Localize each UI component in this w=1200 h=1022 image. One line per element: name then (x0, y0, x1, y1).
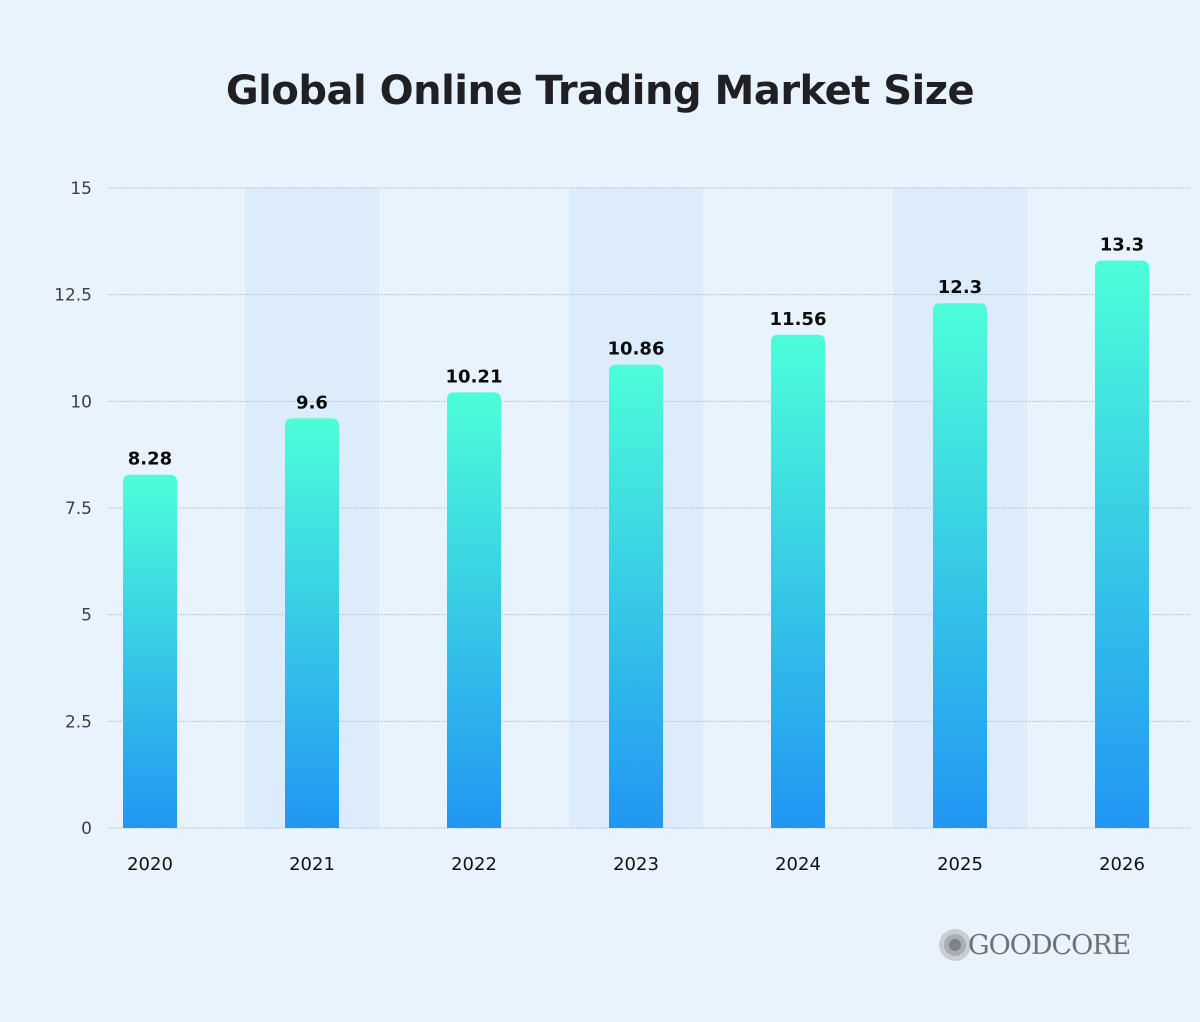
data-label: 10.86 (608, 339, 665, 360)
bar-2023 (609, 364, 663, 828)
x-tick-label: 2024 (775, 854, 821, 875)
data-label: 10.21 (446, 366, 503, 387)
bar-2024 (771, 334, 825, 828)
y-tick-label: 15 (70, 179, 92, 199)
data-label: 11.56 (770, 309, 827, 330)
data-label: 8.28 (128, 449, 172, 470)
x-tick-label: 2023 (613, 854, 659, 875)
data-label: 12.3 (938, 277, 982, 298)
logo-mark-icon (939, 929, 971, 961)
goodcore-logo: GOODCORE (938, 928, 1131, 962)
bar-2026 (1095, 260, 1149, 828)
data-label: 9.6 (296, 392, 328, 413)
y-tick-label: 7.5 (65, 499, 92, 519)
y-tick-label: 5 (81, 606, 92, 626)
bar-2021 (285, 418, 339, 828)
chart-title: Global Online Trading Market Size (225, 68, 975, 114)
y-tick-label: 12.5 (54, 286, 92, 306)
y-tick-label: 10 (70, 392, 92, 412)
bar-2025 (933, 303, 987, 828)
x-tick-label: 2021 (289, 854, 335, 875)
x-tick-label: 2025 (937, 854, 983, 875)
logo-text: GOODCORE (968, 929, 1131, 961)
bar-2020 (123, 474, 177, 828)
x-tick-label: 2020 (127, 854, 173, 875)
bar-2022 (447, 392, 501, 828)
x-tick-label: 2026 (1099, 854, 1145, 875)
x-tick-label: 2022 (451, 854, 497, 875)
y-tick-label: 0 (81, 819, 92, 839)
y-tick-label: 2.5 (65, 712, 92, 732)
data-label: 13.3 (1100, 235, 1144, 256)
